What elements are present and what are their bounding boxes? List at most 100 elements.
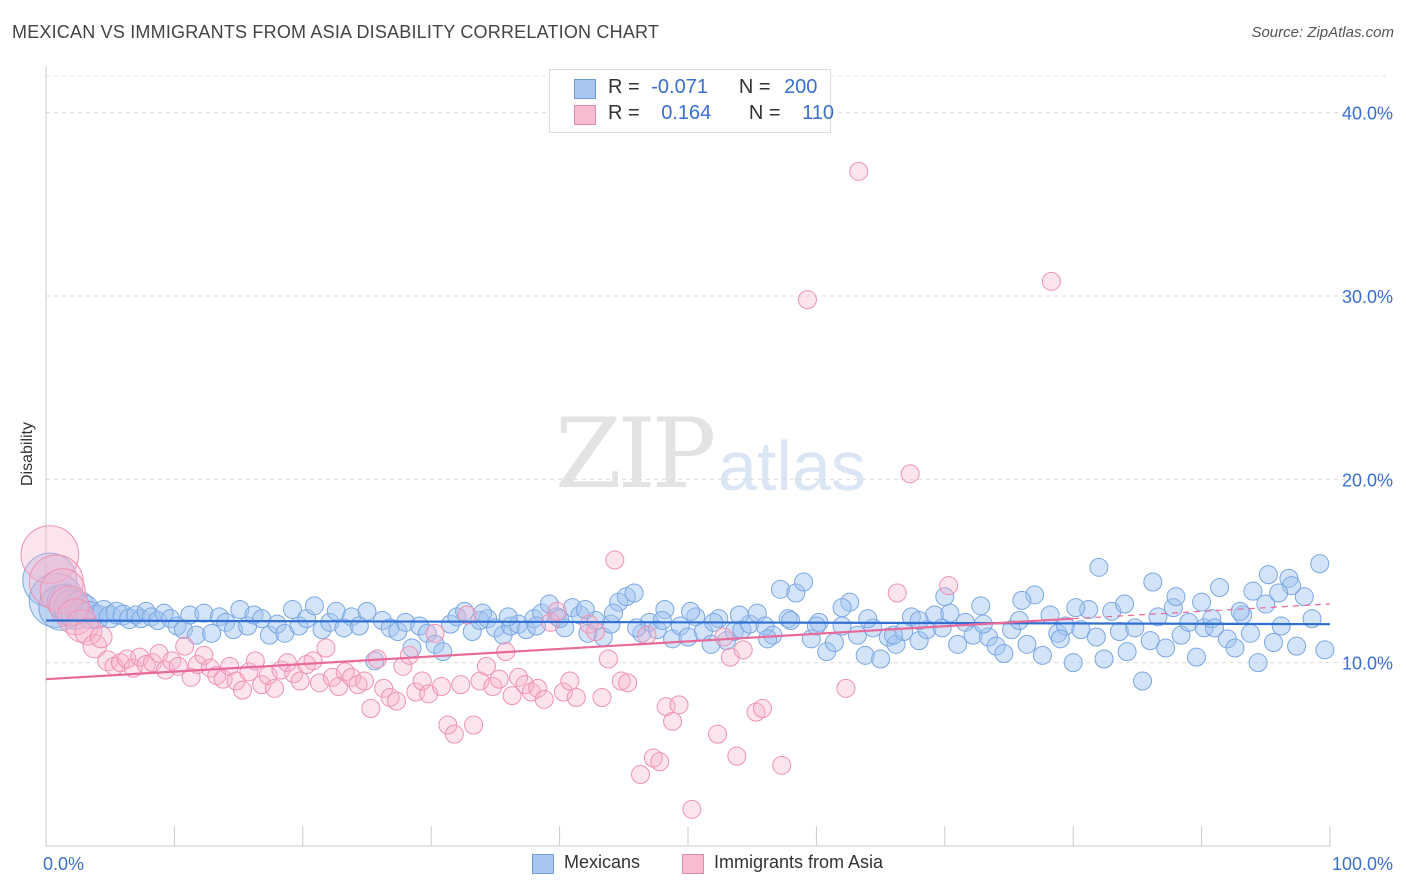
mexicans-point — [425, 634, 445, 654]
asia-point — [849, 161, 869, 181]
mexicans-point — [655, 600, 675, 619]
x-tick-label: 0.0% — [43, 854, 84, 874]
mexicans-point — [1225, 638, 1245, 658]
mexicans-point — [940, 603, 960, 623]
legend-n-label: N = — [738, 76, 771, 98]
mexicans-point — [1050, 629, 1070, 649]
asia-point — [553, 682, 573, 702]
mexicans-point — [1086, 627, 1106, 647]
asia-point — [265, 678, 285, 698]
mexicans-point — [855, 645, 875, 665]
mexicans-point — [252, 609, 272, 629]
mexicans-point — [186, 625, 206, 645]
mexicans-point — [1269, 583, 1289, 603]
asia-point — [48, 585, 90, 627]
asia-point — [361, 699, 381, 718]
asia-point — [509, 667, 529, 687]
legend-r-value: -0.071 — [651, 76, 708, 98]
legend-n-value: 200 — [784, 76, 818, 98]
legend-swatch-asia — [574, 105, 596, 125]
mexicans-point — [729, 605, 749, 625]
asia-point — [425, 623, 445, 643]
mexicans-point — [1186, 647, 1206, 667]
mexicans-point — [1315, 640, 1335, 660]
asia-point — [476, 656, 496, 676]
mexicans-point — [871, 649, 891, 669]
asia-point — [89, 625, 113, 649]
stats-legend: R = -0.071 N = 200 R = 0.164 N = 110 — [549, 69, 834, 133]
asia-point — [245, 651, 265, 671]
asia-point — [714, 627, 734, 647]
mexicans-point — [180, 605, 200, 625]
asia-point — [483, 677, 503, 696]
asia-point — [611, 671, 631, 691]
asia-point — [586, 622, 606, 641]
legend-n-label: N = — [748, 102, 781, 124]
asia-point — [887, 583, 907, 603]
mexicans-point — [1089, 557, 1109, 577]
asia-point — [566, 688, 586, 707]
asia-point — [380, 688, 400, 707]
mexicans-point — [1230, 601, 1250, 621]
asia-point — [605, 550, 625, 570]
legend-r-label: R = — [608, 76, 640, 98]
asia-point — [374, 678, 394, 698]
mexicans-point — [283, 600, 303, 619]
asia-point — [444, 724, 464, 744]
mexicans-point — [1166, 587, 1186, 607]
asia-point — [457, 605, 477, 625]
mexicans-point — [575, 600, 595, 619]
asia-point — [232, 680, 252, 700]
mexicans-point — [1094, 649, 1114, 669]
mexicans-point — [259, 625, 279, 645]
asia-point — [335, 662, 355, 682]
asia-point — [1041, 271, 1061, 291]
mexicans-point — [1143, 572, 1163, 592]
asia-point — [836, 678, 856, 698]
asia-point — [354, 671, 374, 691]
asia-point — [130, 647, 150, 667]
asia-point — [387, 691, 407, 711]
watermark-atlas: atlas — [718, 427, 866, 505]
mexicans-point — [604, 603, 624, 623]
asia-point — [316, 638, 336, 658]
mexicans-point — [824, 633, 844, 652]
mexicans-point — [1248, 653, 1268, 673]
mexicans-point — [470, 611, 490, 630]
y-tick-label: 40.0% — [1342, 104, 1393, 124]
mexicans-point — [357, 601, 377, 621]
asia-point — [399, 645, 419, 665]
asia-point — [303, 651, 323, 671]
mexicans-point — [652, 611, 672, 630]
mexicans-point — [1243, 581, 1263, 601]
asia-point — [650, 752, 670, 772]
bottom-legend-swatch-mexicans — [532, 854, 554, 874]
asia-point — [579, 614, 599, 634]
mexicans-point — [858, 609, 878, 629]
y-tick-label: 30.0% — [1342, 287, 1393, 307]
asia-point — [207, 666, 227, 685]
asia-point — [155, 660, 175, 680]
mexicans-point — [624, 583, 644, 603]
mexicans-point — [601, 614, 621, 634]
mexicans-point — [1156, 638, 1176, 658]
asia-point — [598, 649, 618, 669]
asia-point — [489, 669, 509, 689]
asia-point — [502, 686, 522, 706]
mexicans-point — [216, 612, 236, 632]
mexicans-point — [1117, 642, 1137, 662]
mexicans-point — [154, 603, 174, 623]
y-tick-label: 10.0% — [1342, 654, 1393, 674]
asia-point — [226, 671, 246, 691]
mexicans-point — [334, 618, 354, 638]
legend-r-value: 0.164 — [661, 102, 712, 124]
asia-point — [528, 678, 548, 698]
mexicans-point — [417, 623, 437, 643]
asia-point — [727, 746, 747, 766]
mexicans-point — [440, 614, 460, 634]
mexicans-point — [781, 611, 801, 630]
mexicans-point — [1017, 634, 1037, 654]
asia-point — [643, 748, 663, 768]
mexicans-point — [230, 600, 250, 619]
mexicans-point — [832, 598, 852, 618]
